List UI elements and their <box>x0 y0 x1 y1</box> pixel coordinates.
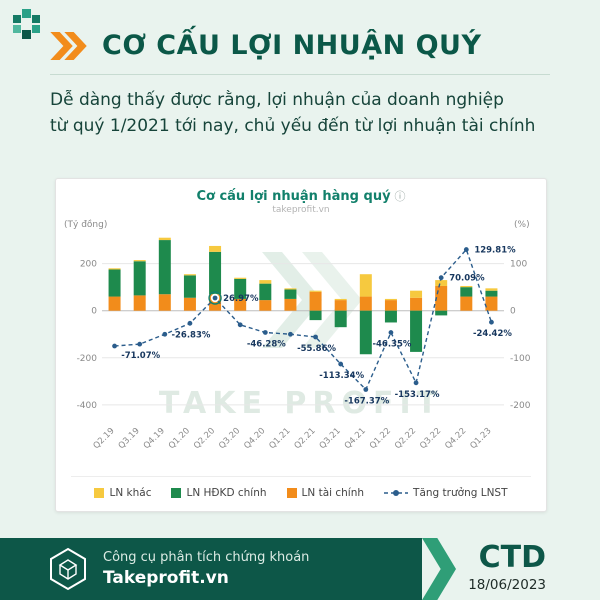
watermark-text: takeprofit.vn <box>272 205 330 215</box>
footer-brand-bar: Công cụ phân tích chứng khoán Takeprofit… <box>0 538 422 600</box>
svg-text:-46.28%: -46.28% <box>247 339 286 349</box>
legend-label: LN HĐKD chính <box>186 487 267 499</box>
legend-item-ln-khác[interactable]: LN khác <box>94 487 151 499</box>
svg-text:Q3.19: Q3.19 <box>117 426 142 451</box>
chart-card: Cơ cấu lợi nhuận hàng quý ⓘ takeprofit.vn… <box>55 178 547 512</box>
svg-text:-400: -400 <box>77 401 98 411</box>
svg-text:-200: -200 <box>77 354 98 364</box>
legend-item-tăng-trưởng-lnst[interactable]: Tăng trưởng LNST <box>384 487 508 499</box>
page-title: CƠ CẤU LỢI NHUẬN QUÝ <box>102 30 482 61</box>
legend-item-ln-tài-chính[interactable]: LN tài chính <box>286 487 365 499</box>
svg-text:Q2.21: Q2.21 <box>292 426 317 451</box>
svg-text:-100: -100 <box>510 354 531 364</box>
svg-text:-26.83%: -26.83% <box>171 330 210 340</box>
header: CƠ CẤU LỢI NHUẬN QUÝ Dễ dàng thấy được r… <box>50 30 550 139</box>
svg-text:Q2.22: Q2.22 <box>393 426 418 451</box>
stock-ticker: CTD <box>478 540 546 575</box>
footer-text: Công cụ phân tích chứng khoán Takeprofit… <box>103 550 309 588</box>
svg-text:-55.86%: -55.86% <box>297 344 336 354</box>
svg-text:-71.07%: -71.07% <box>121 351 160 361</box>
growth-line <box>114 248 493 391</box>
footer-right: CTD 18/06/2023 <box>468 540 546 594</box>
svg-text:-153.17%: -153.17% <box>395 390 440 400</box>
subtitle-line-1: Dễ dàng thấy được rằng, lợi nhuận của do… <box>50 90 504 110</box>
subtitle-line-2: từ quý 1/2021 tới nay, chủ yếu đến từ lợ… <box>50 115 536 136</box>
legend-swatch <box>286 488 297 498</box>
takeprofit-pixel-logo <box>13 9 40 39</box>
title-row: CƠ CẤU LỢI NHUẬN QUÝ <box>50 30 550 75</box>
svg-text:Q4.20: Q4.20 <box>242 426 267 451</box>
svg-text:70.09%: 70.09% <box>449 274 485 284</box>
svg-text:Q1.23: Q1.23 <box>468 426 493 451</box>
svg-text:129.81%: 129.81% <box>474 246 516 256</box>
svg-text:Q3.22: Q3.22 <box>418 426 443 451</box>
svg-text:-167.37%: -167.37% <box>344 397 389 407</box>
footer-brand[interactable]: Takeprofit.vn <box>103 568 229 588</box>
left-axis-unit: (Tỷ đồng) <box>64 219 107 230</box>
svg-text:0: 0 <box>91 307 97 317</box>
svg-text:Q4.22: Q4.22 <box>443 426 468 451</box>
legend-item-ln-hđkd-chính[interactable]: LN HĐKD chính <box>171 487 267 499</box>
svg-text:Q4.21: Q4.21 <box>343 426 368 451</box>
legend-label: Tăng trưởng LNST <box>413 487 508 499</box>
svg-text:-200: -200 <box>510 401 531 411</box>
svg-text:Q1.21: Q1.21 <box>267 426 292 451</box>
page-subtitle: Dễ dàng thấy được rằng, lợi nhuận của do… <box>50 88 550 139</box>
footer-chevron-accent <box>422 538 456 600</box>
chart-title: Cơ cấu lợi nhuận hàng quý <box>196 189 391 204</box>
info-icon[interactable]: ⓘ <box>394 190 406 203</box>
svg-text:-113.34%: -113.34% <box>319 371 364 381</box>
svg-text:100: 100 <box>510 260 527 270</box>
svg-text:-46.35%: -46.35% <box>372 340 411 350</box>
svg-text:Q1.20: Q1.20 <box>167 426 192 451</box>
legend-swatch <box>94 488 105 498</box>
svg-text:200: 200 <box>80 260 97 270</box>
report-date: 18/06/2023 <box>468 577 546 593</box>
legend-dashed-line-icon <box>384 490 409 496</box>
legend-label: LN tài chính <box>301 487 365 499</box>
svg-text:Q2.20: Q2.20 <box>192 426 217 451</box>
double-chevron-icon <box>50 31 87 60</box>
legend-swatch <box>171 488 182 498</box>
svg-text:Q3.21: Q3.21 <box>318 426 343 451</box>
svg-text:Q1.22: Q1.22 <box>368 426 393 451</box>
footer-tagline: Công cụ phân tích chứng khoán <box>103 550 310 565</box>
highlighted-point-ring <box>208 291 222 305</box>
watermark-big-text: TAKE PROFIT <box>159 386 443 421</box>
svg-text:26.97%: 26.97% <box>223 294 259 304</box>
svg-text:-24.42%: -24.42% <box>473 329 512 339</box>
chart-title-row: Cơ cấu lợi nhuận hàng quý ⓘ <box>196 188 405 204</box>
takeprofit-hexagon-logo <box>50 547 86 591</box>
svg-text:Q2.19: Q2.19 <box>91 426 116 451</box>
legend-label: LN khác <box>109 487 152 499</box>
svg-text:Q3.20: Q3.20 <box>217 426 242 451</box>
svg-text:Q4.19: Q4.19 <box>142 426 167 451</box>
chart-legend: LN khác LN HĐKD chính LN tài chính Tăng trư… <box>71 476 531 509</box>
footer: Công cụ phân tích chứng khoán Takeprofit… <box>0 538 600 600</box>
svg-text:0: 0 <box>510 307 516 317</box>
profit-composition-chart: TAKE PROFIT 200 0 -200 -400 100 0 -100 -200 (Tỷ đ… <box>64 219 531 451</box>
right-axis-unit: (%) <box>514 220 530 230</box>
